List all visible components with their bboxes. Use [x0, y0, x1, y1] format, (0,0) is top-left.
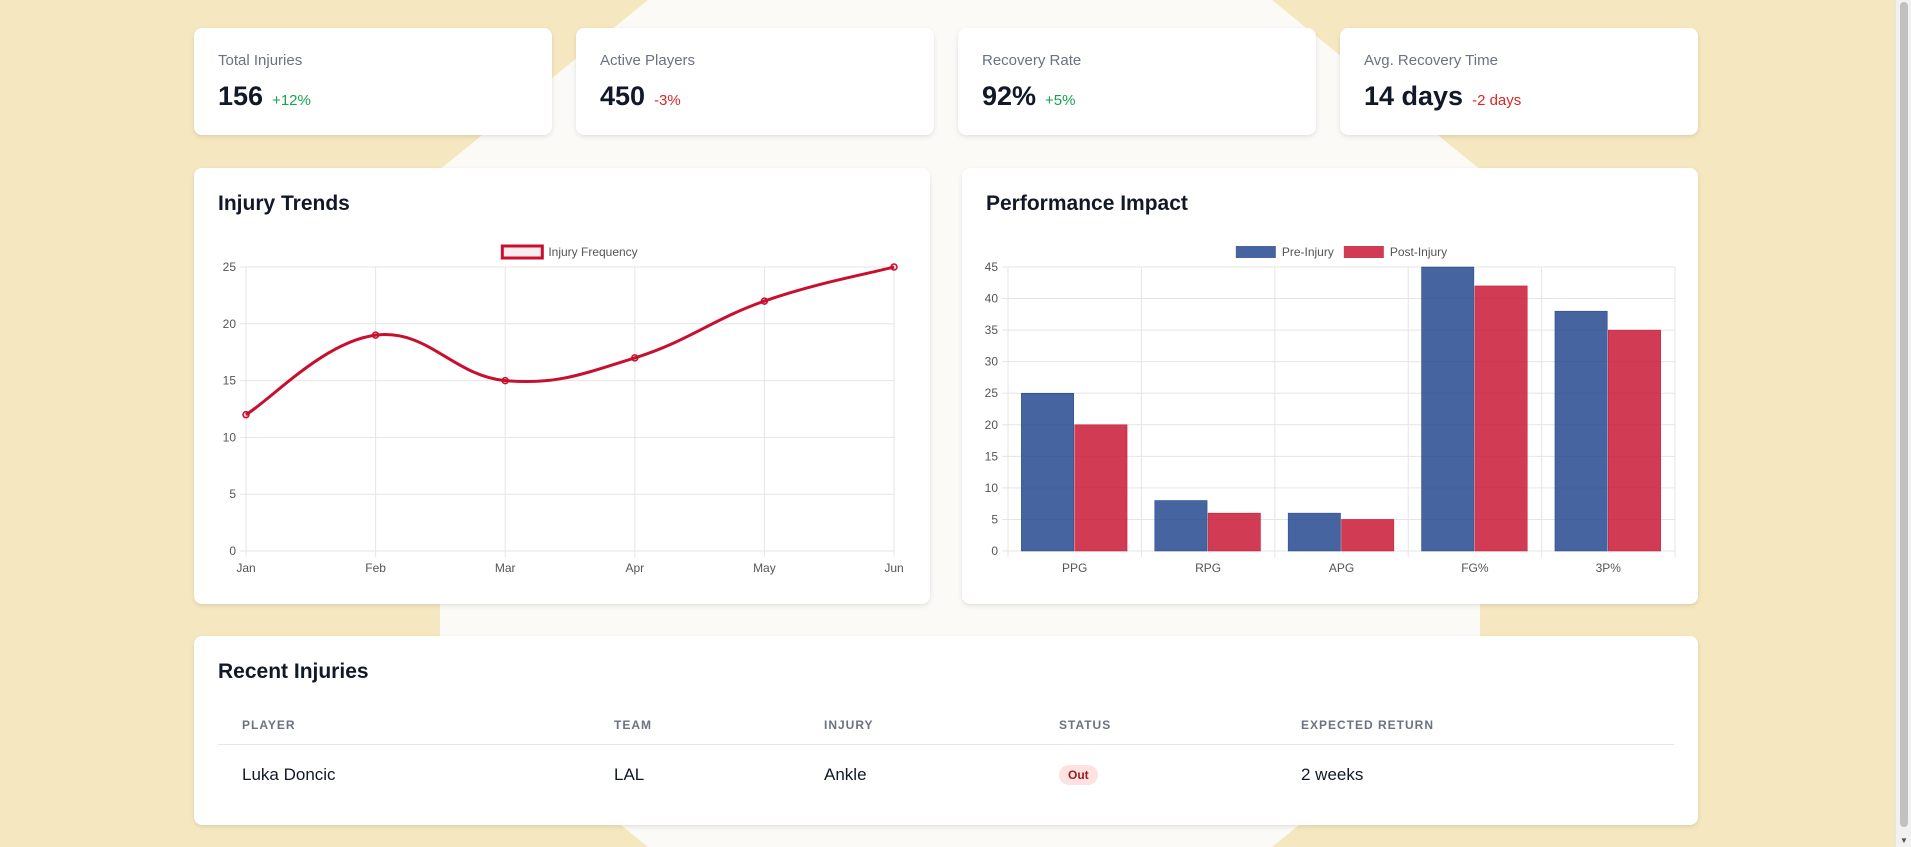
x-tick-label: May [753, 561, 776, 575]
injury-trends-chart: 0 5 10 15 20 25 Jan Feb Mar Apr May Jun Injury Frequ… [223, 244, 904, 575]
status-cell: Out [1035, 745, 1277, 805]
stat-label: Total Injuries [218, 52, 303, 69]
stat-change: -3% [654, 92, 681, 109]
legend-swatch [1235, 246, 1276, 258]
bar-pre-injury [1021, 392, 1074, 552]
performance-impact-card: Performance Impact 0 5 10 15 20 25 30 35 40 45 PPG… [962, 168, 1698, 604]
data-point [631, 354, 639, 362]
y-tick-label: 5 [229, 487, 236, 501]
y-tick-label: 20 [223, 317, 237, 331]
stat-change: +5% [1045, 92, 1076, 109]
bar-pre-injury [1554, 310, 1608, 552]
y-tick-label: 30 [985, 355, 999, 369]
y-tick-label: 10 [223, 430, 237, 444]
stat-value: 156 [218, 81, 264, 111]
bar-pre-injury [1287, 512, 1341, 552]
vertical-scrollbar[interactable]: ▼ [1895, 0, 1911, 847]
bar-post-injury [1608, 329, 1661, 552]
performance-impact-chart: 0 5 10 15 20 25 30 35 40 45 PPG RPG APG FG% 3P% Pre-Inj… [985, 245, 1676, 575]
legend-swatch [500, 244, 544, 260]
y-tick-label: 35 [985, 323, 999, 337]
stat-label: Active Players [600, 52, 696, 69]
y-tick-label: 5 [991, 512, 998, 526]
y-tick-label: 0 [229, 544, 236, 558]
column-header-expected-return: EXPECTED RETURN [1277, 706, 1674, 745]
stat-change: +12% [272, 92, 311, 109]
stat-value: 450 [600, 81, 646, 111]
stat-card-avg-recovery-time: Avg. Recovery Time 14 days -2 days [1340, 28, 1698, 135]
data-point [501, 376, 509, 385]
status-badge: Out [1059, 765, 1098, 785]
scrollbar-thumb[interactable] [1900, 2, 1908, 827]
y-tick-label: 10 [985, 481, 999, 495]
x-tick-label: APG [1329, 561, 1354, 575]
column-header-status: STATUS [1035, 706, 1277, 745]
table-header-row: PLAYER TEAM INJURY STATUS EXPECTED RETUR… [218, 706, 1674, 745]
series-line-injury-frequency [245, 265, 895, 416]
data-point [890, 263, 898, 271]
recent-injuries-table: PLAYER TEAM INJURY STATUS EXPECTED RETUR… [218, 706, 1674, 804]
stat-label: Avg. Recovery Time [1364, 52, 1498, 69]
bar-post-injury [1074, 424, 1128, 552]
stat-value: 14 days [1364, 81, 1464, 111]
table-row[interactable]: Luka Doncic LAL Ankle Out 2 weeks [218, 745, 1674, 805]
x-tick-label: Jan [236, 561, 255, 575]
x-tick-label: FG% [1461, 561, 1489, 575]
card-title: Recent Injuries [218, 660, 369, 683]
y-tick-label: 15 [223, 374, 237, 388]
team-cell: LAL [614, 764, 645, 784]
column-header-team: TEAM [590, 706, 800, 745]
x-tick-label: PPG [1062, 561, 1087, 575]
y-tick-label: 25 [985, 386, 999, 400]
card-title: Injury Trends [218, 192, 350, 215]
legend-label: Pre-Injury [1282, 245, 1334, 259]
x-tick-label: Apr [625, 561, 644, 575]
bar-post-injury [1341, 519, 1395, 552]
data-point [760, 297, 769, 305]
stat-change: -2 days [1472, 92, 1522, 109]
scroll-down-arrow-icon[interactable]: ▼ [1900, 836, 1908, 845]
x-tick-label: Jun [884, 561, 903, 575]
bar-post-injury [1474, 285, 1528, 552]
injury-trends-card: Injury Trends 0 5 10 15 20 25 Jan Feb Mar Apr May J… [194, 168, 930, 604]
stat-card-active-players: Active Players 450 -3% [576, 28, 934, 135]
legend-swatch [1343, 246, 1384, 258]
data-point [371, 331, 380, 339]
column-header-injury: INJURY [800, 706, 1035, 745]
y-tick-label: 15 [985, 449, 999, 463]
bar-post-injury [1207, 512, 1261, 552]
y-tick-label: 0 [991, 544, 998, 558]
x-tick-label: RPG [1195, 561, 1221, 575]
x-tick-label: Feb [365, 561, 386, 575]
recent-injuries-card: Recent Injuries PLAYER TEAM INJURY STATU… [194, 636, 1698, 825]
y-tick-label: 25 [223, 260, 237, 274]
player-cell: Luka Doncic [242, 764, 336, 784]
x-tick-label: Mar [495, 561, 516, 575]
stat-value: 92% [982, 81, 1037, 111]
injury-cell: Ankle [824, 764, 867, 784]
expected-return-cell: 2 weeks [1301, 764, 1364, 784]
stat-label: Recovery Rate [982, 52, 1082, 69]
stat-card-recovery-rate: Recovery Rate 92% +5% [958, 28, 1316, 135]
y-tick-label: 20 [985, 418, 999, 432]
column-header-player: PLAYER [218, 706, 590, 745]
legend-label: Injury Frequency [548, 245, 637, 259]
y-tick-label: 45 [985, 260, 999, 274]
stat-card-total-injuries: Total Injuries 156 +12% [194, 28, 552, 135]
y-tick-label: 40 [985, 292, 999, 306]
bar-pre-injury [1421, 266, 1475, 552]
legend-label: Post-Injury [1390, 245, 1447, 259]
x-tick-label: 3P% [1596, 561, 1622, 575]
card-title: Performance Impact [986, 192, 1188, 215]
data-point [242, 410, 250, 419]
bar-pre-injury [1154, 500, 1208, 552]
